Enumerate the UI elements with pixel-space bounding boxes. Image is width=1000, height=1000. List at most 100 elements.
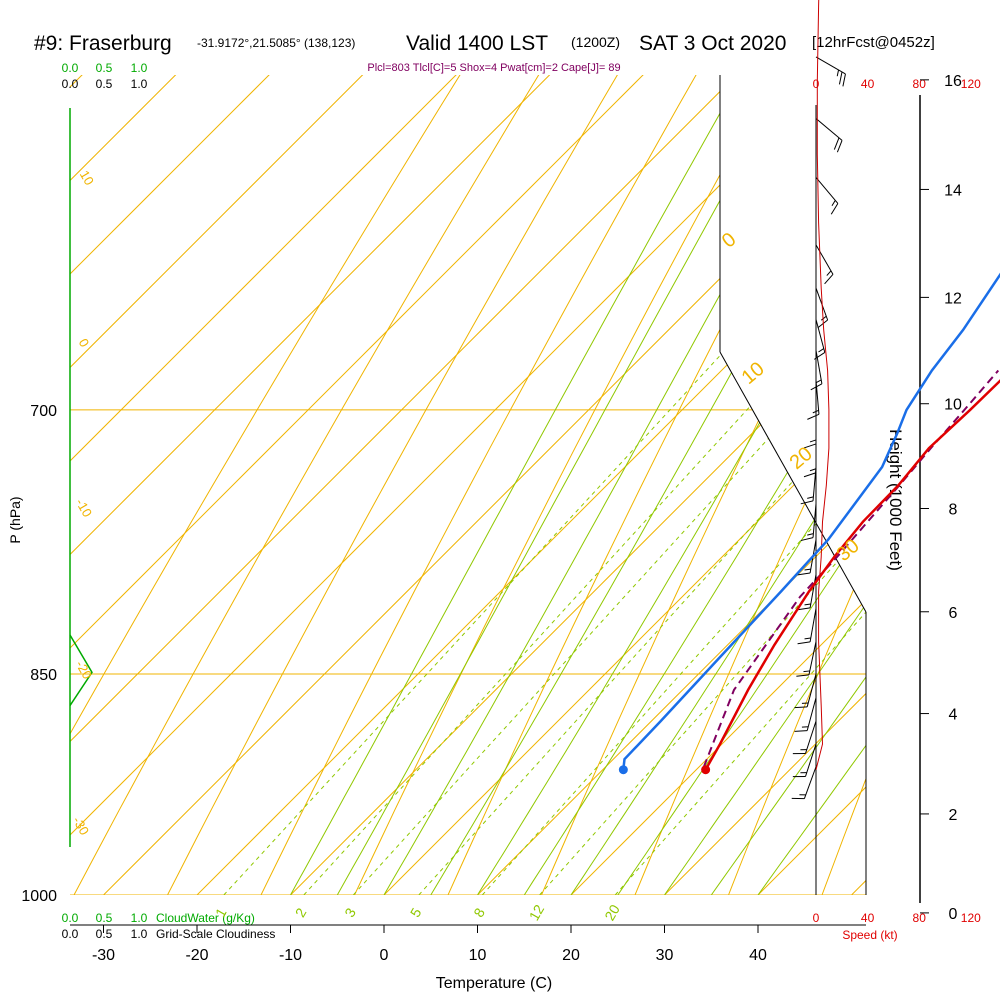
isotherm-line [70,75,866,895]
dry-adiabat-line [634,75,866,895]
cloudwater-label: CloudWater (g/Kg) [156,911,255,925]
pressure-tick-label: 850 [30,667,57,684]
dry-adiabat-line [73,75,866,895]
isotherm-line [945,0,1000,895]
wind-barb [796,641,817,677]
speed-axis-title: Speed (kt) [842,928,897,942]
speed-tick-label: 0 [813,77,820,91]
wind-barb [791,766,817,800]
speed-tick-label: 40 [861,77,875,91]
speed-tick-label: 120 [961,911,981,925]
height-tick-label: 14 [944,182,962,199]
wind-barb [794,697,817,732]
dry-adiabat-line [70,75,866,895]
dry-adiabat-line [260,75,866,895]
moist-adiabat-line [710,75,866,895]
plot-frame [719,75,867,895]
isotherm-line [70,75,866,895]
moist-adiabat-line [383,75,866,895]
wind-barb [815,118,843,153]
isotherm-line [70,75,866,895]
surface-dewpoint-marker [618,765,628,775]
isotherm-line [70,75,866,895]
cloud-water-profile [69,634,93,707]
wind-barb [815,177,839,215]
isotherm-line [70,75,866,895]
moist-adiabat-line [477,75,866,895]
x-tick-label: -10 [279,947,302,964]
wind-barb [803,409,817,449]
speed-tick-label: 80 [913,911,927,925]
wind-barb [800,466,817,505]
speed-tick-label: 0 [813,911,820,925]
cloud-tick-label: 1.0 [131,927,148,941]
wind-barb [815,244,834,285]
x-axis-title: Temperature (C) [436,975,552,992]
wind-speed-profile [815,0,830,770]
speed-tick-label: 40 [861,911,875,925]
isotherm-label: -10 [73,496,95,520]
mixing-ratio-label: 20 [601,902,623,924]
cloud-tick-label: 0.0 [62,61,79,75]
isotherm-label: -20 [73,658,95,682]
cloud-tick-label: 0.5 [96,61,113,75]
height-tick-label: 6 [949,605,958,622]
height-tick-label: 4 [949,707,958,724]
isotherm-line [851,75,866,895]
moist-adiabat-line [664,75,866,895]
mixing-ratio-line [303,75,866,895]
cloud-tick-label: 0.5 [96,927,113,941]
title-station: #9: Fraserburg [34,32,172,55]
isotherm-label: -30 [70,814,92,838]
height-tick-label: 12 [944,290,962,307]
dry-adiabat-line [728,75,866,895]
x-tick-label: 10 [469,947,487,964]
mixing-ratio-label: 2 [292,905,310,920]
height-tick-label: 8 [949,502,958,519]
title-zulu: (1200Z) [571,34,620,50]
cloudiness-label: Grid-Scale Cloudiness [156,927,275,941]
moist-adiabat-line [757,75,866,895]
dry-adiabat-line [447,75,866,895]
mixing-ratio-label: 12 [526,902,548,924]
isotherm-line [70,75,866,895]
mixing-ratio-label: 5 [407,905,425,920]
wind-barb [797,574,817,611]
height-axis-title: Height (1000 Feet) [886,429,905,571]
wind-barb [797,608,817,645]
isotherm-label: 0 [718,228,741,252]
wind-barb [792,720,817,755]
isotherm-line [70,75,866,895]
isotherm-line [757,75,866,895]
y-axis-title: P (hPa) [7,496,23,543]
surface-temperature-marker [701,765,711,775]
cloud-tick-label: 1.0 [131,77,148,91]
isotherm-line [70,75,866,895]
mixing-ratio-line [539,75,866,895]
indices-line: Plcl=803 Tlcl[C]=5 Shox=4 Pwat[cm]=2 Cap… [367,62,620,74]
isotherm-line [477,75,866,895]
parcel-trace [702,369,1000,768]
x-tick-label: 40 [749,947,767,964]
title-date: SAT 3 Oct 2020 [639,32,786,55]
wind-barb [813,319,826,360]
cloud-tick-label: 0.5 [96,911,113,925]
mixing-ratio-line [352,75,866,895]
cloud-tick-label: 1.0 [131,61,148,75]
cloud-tick-label: 0.5 [96,77,113,91]
x-tick-label: -20 [185,947,208,964]
wind-barb [800,503,817,542]
isotherm-line [383,75,866,895]
pressure-tick-label: 1000 [21,888,57,905]
title-coords: -31.9172°,21.5085° (138,123) [197,36,355,50]
isotherm-line [70,75,866,895]
isotherm-line [664,75,866,895]
pressure-tick-label: 700 [30,403,57,420]
cloud-tick-label: 1.0 [131,911,148,925]
wind-barb [792,743,817,778]
temperature-trace [704,379,1000,771]
wind-barb [815,56,846,87]
moist-adiabat-line [617,75,866,895]
speed-tick-label: 80 [913,77,927,91]
isotherm-line [570,75,866,895]
